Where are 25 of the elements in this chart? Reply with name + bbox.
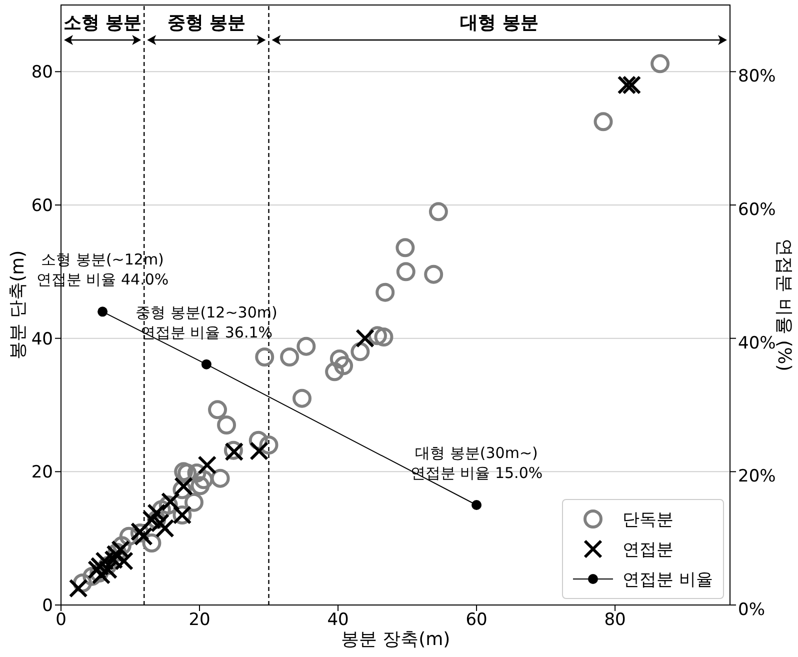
y2-tick-label: 0% xyxy=(738,600,765,620)
y2-tick-label: 20% xyxy=(738,466,776,487)
x-tick-label: 60 xyxy=(466,610,488,630)
annotation: 대형 봉분(30m~) 연접분 비율 15.0% xyxy=(410,444,543,482)
y-axis-title: 봉분 단축(m) xyxy=(8,250,28,360)
legend-label: 단독분 xyxy=(622,508,674,530)
annotation: 중형 봉분 xyxy=(167,12,246,34)
x-tick-label: 0 xyxy=(56,610,66,630)
annotation: 대형 봉분 xyxy=(460,12,539,34)
y-tick-label: 40 xyxy=(31,329,53,350)
x-tick-label: 80 xyxy=(604,610,626,630)
y-tick-label: 60 xyxy=(31,196,53,216)
legend-label: 연접분 xyxy=(622,538,674,560)
y-tick-label: 0 xyxy=(42,596,53,616)
y2-axis-title: 연접분 비율 (%) xyxy=(774,238,794,372)
y2-tick-label: 80% xyxy=(738,66,776,87)
legend-label: 연접분 비율 xyxy=(622,568,713,590)
x-tick-label: 40 xyxy=(327,610,349,630)
x-axis-title: 봉분 장축(m) xyxy=(340,629,450,650)
y-tick-label: 80 xyxy=(31,62,53,83)
x-tick-label: 20 xyxy=(188,610,210,630)
annotation: 소형 봉분 xyxy=(63,12,142,34)
y2-tick-label: 60% xyxy=(738,200,776,220)
y-tick-label: 20 xyxy=(31,462,53,483)
y2-tick-label: 40% xyxy=(738,333,776,354)
